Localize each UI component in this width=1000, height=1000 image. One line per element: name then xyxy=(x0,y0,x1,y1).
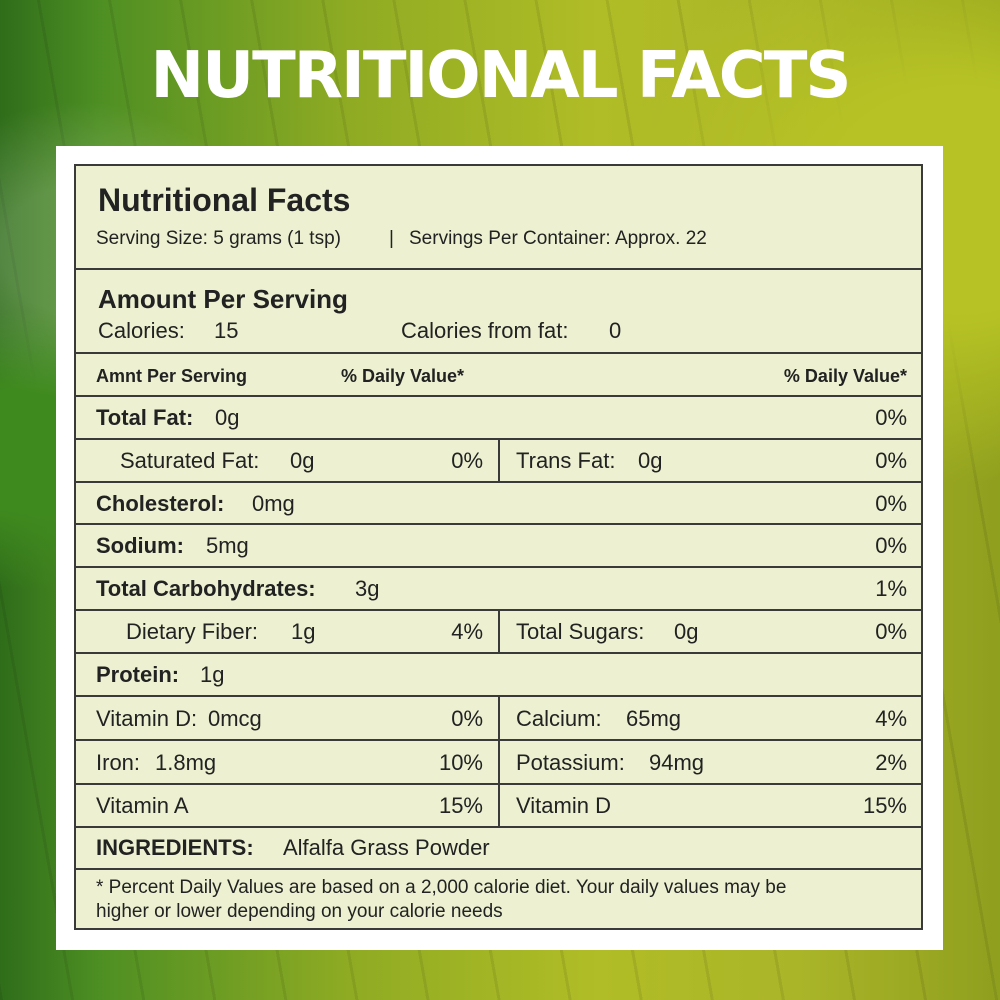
nutrition-label: Nutritional Facts Serving Size: 5 grams … xyxy=(74,164,923,930)
dietary-fiber-label: Dietary Fiber: xyxy=(126,619,259,644)
carb-detail-row: Dietary Fiber: 1g 4% Total Sugars: 0g 0% xyxy=(76,611,921,654)
nutrition-panel: Nutritional Facts Serving Size: 5 grams … xyxy=(56,146,943,950)
saturated-fat-label: Saturated Fat: xyxy=(120,448,260,473)
trans-fat-label: Trans Fat: xyxy=(516,448,616,473)
cholesterol-label: Cholesterol: xyxy=(96,491,225,516)
saturated-fat-amount: 0g xyxy=(290,448,315,473)
ingredients-row: INGREDIENTS: Alfalfa Grass Powder xyxy=(76,828,921,870)
potassium-amount: 94mg xyxy=(649,750,705,775)
separator: | xyxy=(389,228,394,249)
page-title: NUTRITIONAL FACTS xyxy=(150,39,852,113)
total-fat-amount: 0g xyxy=(215,405,240,430)
total-sugars-dv: 0% xyxy=(875,619,907,644)
vitamin-d-2-label: Vitamin D xyxy=(516,793,611,818)
vitamin-d-dv: 0% xyxy=(451,706,483,731)
protein-amount: 1g xyxy=(200,662,225,687)
footnote-line-1: * Percent Daily Values are based on a 2,… xyxy=(96,877,787,898)
column-divider xyxy=(498,611,500,652)
ingredients-label: INGREDIENTS: xyxy=(96,835,254,860)
serving-size: Serving Size: 5 grams (1 tsp) xyxy=(96,228,341,249)
label-heading: Nutritional Facts xyxy=(98,182,351,218)
total-fat-label: Total Fat: xyxy=(96,405,194,430)
potassium-dv: 2% xyxy=(875,750,907,775)
column-divider xyxy=(498,785,500,826)
vitamin-d-calcium-row: Vitamin D: 0mcg 0% Calcium: 65mg 4% xyxy=(76,697,921,741)
protein-label: Protein: xyxy=(96,662,180,687)
saturated-fat-dv: 0% xyxy=(451,448,483,473)
protein-row: Protein: 1g xyxy=(76,654,921,697)
amount-per-serving-heading: Amount Per Serving xyxy=(98,284,348,314)
total-fat-dv: 0% xyxy=(875,405,907,430)
column-divider xyxy=(498,440,500,481)
servings-per-container: Servings Per Container: Approx. 22 xyxy=(409,228,707,249)
vitamin-a-dv: 15% xyxy=(438,793,483,818)
total-carbs-row: Total Carbohydrates: 3g 1% xyxy=(76,568,921,611)
calcium-amount: 65mg xyxy=(626,706,682,731)
column-divider xyxy=(498,697,500,739)
fat-detail-row: Saturated Fat: 0g 0% Trans Fat: 0g 0% xyxy=(76,440,921,483)
cholesterol-dv: 0% xyxy=(875,491,907,516)
col-header-dv-left: % Daily Value* xyxy=(341,366,465,386)
dietary-fiber-amount: 1g xyxy=(291,619,316,644)
vitamin-a-d-row: Vitamin A 15% Vitamin D 15% xyxy=(76,785,921,828)
column-header-row: Amnt Per Serving % Daily Value* % Daily … xyxy=(76,354,921,397)
calories-from-fat-value: 0 xyxy=(609,318,622,343)
calories-from-fat-label: Calories from fat: xyxy=(401,318,569,343)
calcium-label: Calcium: xyxy=(516,706,602,731)
sodium-row: Sodium: 5mg 0% xyxy=(76,525,921,568)
footnote-line-2: higher or lower depending on your calori… xyxy=(96,901,503,922)
vitamin-d-amount: 0mcg xyxy=(208,706,262,731)
ingredients-value: Alfalfa Grass Powder xyxy=(283,835,490,860)
amount-per-serving-section: Amount Per Serving Calories: 15 Calories… xyxy=(76,270,921,354)
total-sugars-amount: 0g xyxy=(674,619,699,644)
sodium-label: Sodium: xyxy=(96,533,184,558)
vitamin-d-2-dv: 15% xyxy=(862,793,907,818)
cholesterol-amount: 0mg xyxy=(252,491,295,516)
trans-fat-amount: 0g xyxy=(638,448,663,473)
dietary-fiber-dv: 4% xyxy=(451,619,483,644)
vitamin-a-label: Vitamin A xyxy=(96,793,189,818)
total-fat-row: Total Fat: 0g 0% xyxy=(76,397,921,440)
col-header-dv-right: % Daily Value* xyxy=(783,366,907,386)
footnote: * Percent Daily Values are based on a 2,… xyxy=(76,870,921,928)
total-sugars-label: Total Sugars: xyxy=(516,619,645,644)
iron-potassium-row: Iron: 1.8mg 10% Potassium: 94mg 2% xyxy=(76,741,921,785)
total-carbs-label: Total Carbohydrates: xyxy=(96,576,316,601)
sodium-amount: 5mg xyxy=(206,533,249,558)
calcium-dv: 4% xyxy=(875,706,907,731)
col-header-amount: Amnt Per Serving xyxy=(96,366,248,386)
label-header: Nutritional Facts Serving Size: 5 grams … xyxy=(76,166,921,270)
cholesterol-row: Cholesterol: 0mg 0% xyxy=(76,483,921,525)
total-carbs-amount: 3g xyxy=(355,576,380,601)
column-divider xyxy=(498,741,500,783)
iron-dv: 10% xyxy=(438,750,483,775)
sodium-dv: 0% xyxy=(875,533,907,558)
trans-fat-dv: 0% xyxy=(875,448,907,473)
iron-label: Iron: xyxy=(96,750,141,775)
iron-amount: 1.8mg xyxy=(155,750,217,775)
total-carbs-dv: 1% xyxy=(875,576,907,601)
calories-value: 15 xyxy=(214,318,239,343)
vitamin-d-label: Vitamin D: xyxy=(96,706,198,731)
potassium-label: Potassium: xyxy=(516,750,625,775)
calories-label: Calories: xyxy=(98,318,185,343)
